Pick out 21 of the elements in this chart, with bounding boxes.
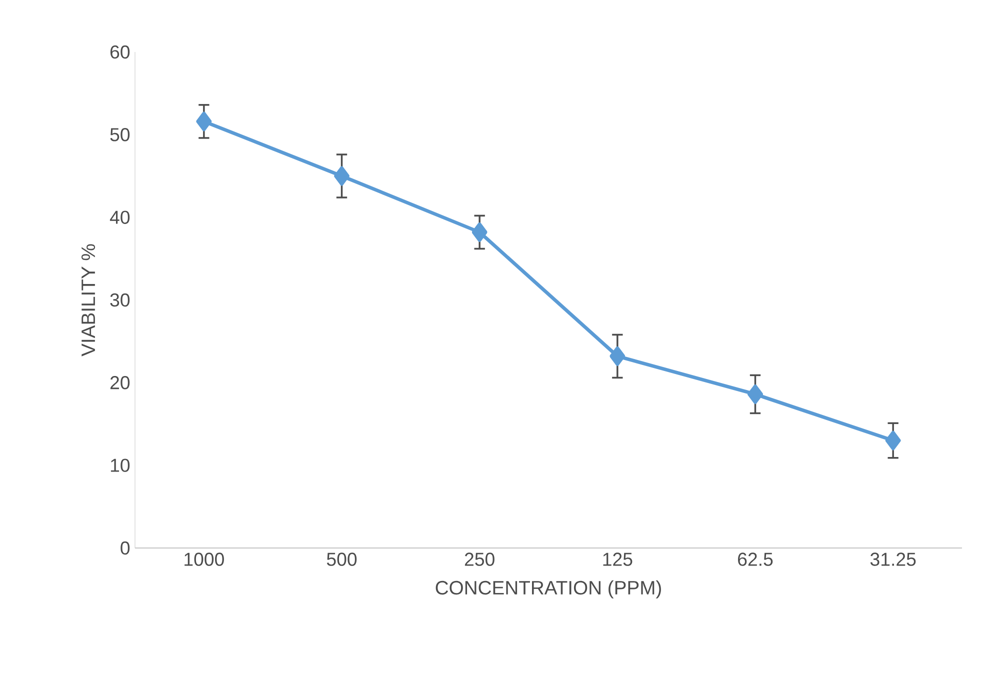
x-tick-label: 62.5 (738, 552, 773, 566)
point (472, 222, 488, 242)
y-tick-label: 60 (110, 45, 130, 59)
y-tick-label: 50 (110, 128, 130, 142)
y-tick-label: 0 (120, 541, 130, 555)
y-tick-label: 10 (110, 458, 130, 472)
point (610, 346, 626, 366)
point (196, 112, 212, 132)
y-tick-label: 20 (110, 376, 130, 390)
point (885, 430, 901, 450)
point (748, 384, 763, 404)
x-tick-label: 500 (326, 552, 357, 566)
y-tick-label: 30 (110, 293, 130, 307)
x-axis-title: CONCENTRATION (PPM) (436, 580, 661, 598)
x-tick-label: 250 (464, 552, 494, 566)
x-tick-label: 31.25 (870, 552, 916, 566)
y-axis-title: VIABILITY % (82, 244, 96, 356)
x-tick-label: 125 (603, 552, 632, 566)
point (334, 166, 350, 186)
x-tick-label: 1000 (184, 552, 224, 566)
y-tick-label: 40 (110, 210, 130, 224)
